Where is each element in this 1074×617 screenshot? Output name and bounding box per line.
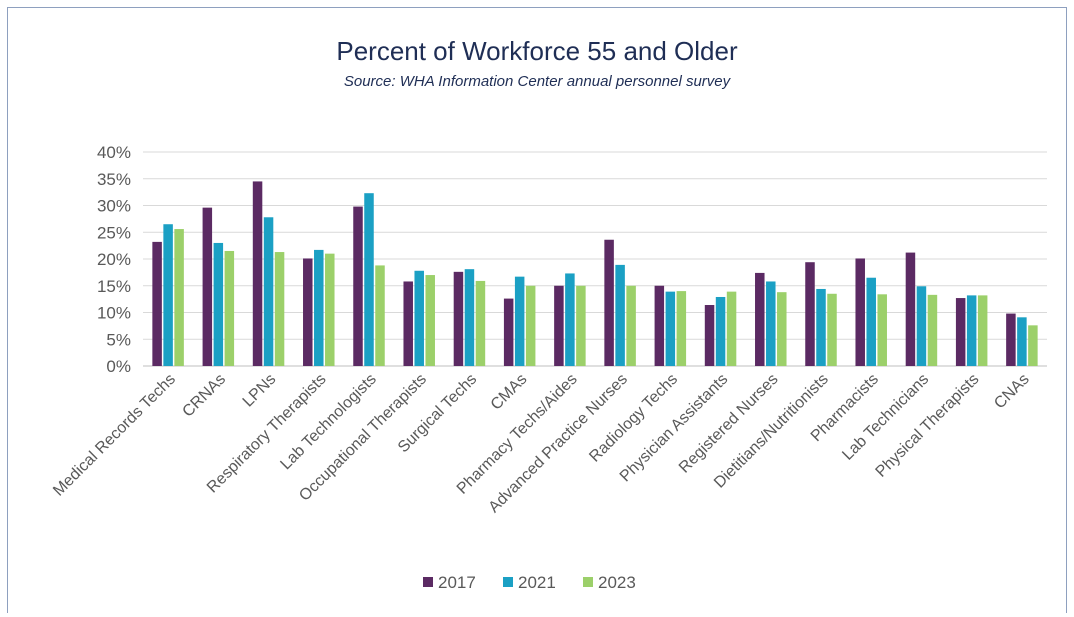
x-tick-label: LPNs [240,371,280,411]
bar [514,276,525,366]
bars [152,181,1038,366]
bar [927,294,938,366]
bar [152,241,162,366]
bar [174,229,184,366]
y-tick-label: 0% [106,357,131,376]
bar [816,288,826,366]
bar [777,292,787,366]
bar [977,295,988,366]
y-tick-label: 10% [97,304,131,323]
legend-swatch [423,577,433,587]
bar [202,207,213,366]
y-tick-label: 20% [97,250,131,269]
legend-label: 2023 [598,573,636,592]
bar [1006,313,1016,366]
legend: 2017 2021 2023 [423,573,636,592]
bar [525,285,536,366]
bar [303,258,313,366]
y-tick-label: 25% [97,223,131,242]
bar [726,291,737,366]
bar [263,217,274,366]
bar [414,270,424,366]
bar [475,280,486,366]
bar [615,264,625,366]
bar [827,293,837,366]
chart-subtitle: Source: WHA Information Center annual pe… [343,73,731,90]
bar [252,181,263,366]
y-tick-label: 40% [97,143,131,162]
bar [1028,325,1038,366]
bar [855,258,865,366]
x-tick-label: Medical Records Techs [50,371,179,500]
bar [755,272,765,366]
bar [805,262,815,366]
bar [966,295,977,366]
bar [274,252,285,366]
chart-title: Percent of Workforce 55 and Older [336,36,738,66]
bar [766,281,776,366]
x-tick-label: Lab Technologists [277,371,379,473]
bar [364,193,374,366]
y-tick-label: 35% [97,170,131,189]
bar [576,285,586,366]
y-tick-label: 15% [97,277,131,296]
y-tick-label: 5% [106,330,131,349]
legend-label: 2021 [518,573,556,592]
gridlines [143,151,1047,367]
bar [464,269,475,366]
legend-label: 2017 [438,573,476,592]
x-tick-label: Lab Technicians [839,371,932,464]
bar [375,265,385,366]
bar [314,249,324,366]
bar [626,285,636,366]
x-tick-label: CMAs [488,371,531,414]
y-tick-label: 30% [97,197,131,216]
bar [224,250,235,366]
bar [665,291,676,366]
x-tick-label: Radiology Techs [586,371,681,466]
bar [425,275,435,366]
bar [325,253,335,366]
bar [163,224,173,366]
bar [554,285,564,366]
x-tick-label: CRNAs [179,371,229,421]
legend-swatch [583,577,593,587]
bar [453,271,464,366]
bar [1017,317,1027,366]
legend-swatch [503,577,513,587]
bar [866,277,876,366]
bar [403,281,413,366]
bar [715,296,726,366]
bar [916,286,927,366]
bar [955,298,966,366]
bar [353,206,363,366]
bar [676,291,687,366]
bar [905,252,916,366]
bar [213,242,224,366]
bar [604,239,614,366]
x-axis: Medical Records Techs CRNAs LPNsRespirator… [50,371,1033,516]
chart-frame [7,7,1067,613]
bar [654,285,665,366]
bar [503,298,514,366]
bar [704,305,715,366]
x-tick-label: CNAs [991,371,1033,413]
bar [565,273,575,366]
y-axis: 0% 5% 10% 15% 20% 25% 30% 35% 40% [97,143,131,376]
bar [877,294,887,366]
